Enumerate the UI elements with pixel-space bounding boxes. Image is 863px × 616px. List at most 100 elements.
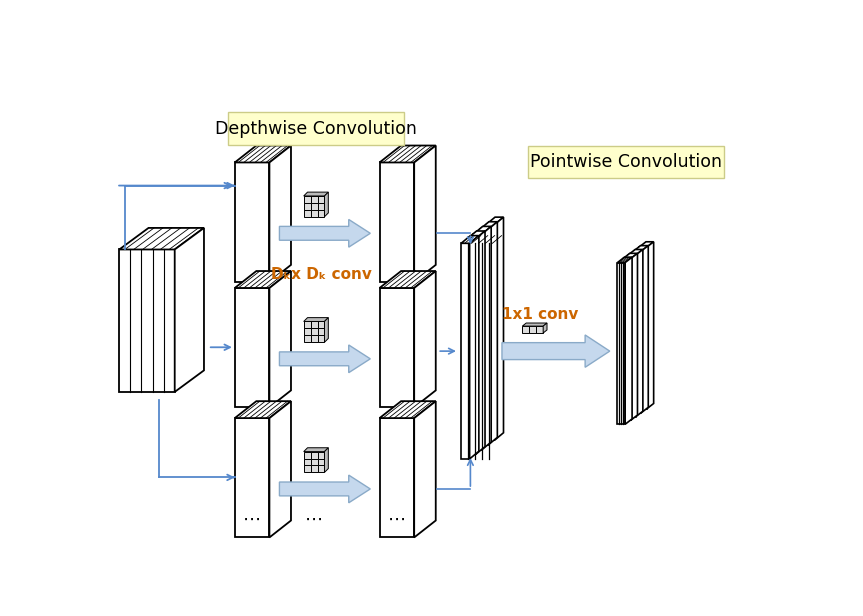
Polygon shape bbox=[639, 241, 653, 247]
Polygon shape bbox=[269, 401, 291, 537]
Polygon shape bbox=[324, 318, 328, 342]
Polygon shape bbox=[304, 328, 311, 335]
Polygon shape bbox=[318, 203, 324, 210]
Polygon shape bbox=[119, 249, 174, 392]
Polygon shape bbox=[235, 401, 291, 418]
Polygon shape bbox=[467, 231, 485, 238]
Polygon shape bbox=[235, 288, 269, 407]
Text: Depthwise Convolution: Depthwise Convolution bbox=[215, 120, 417, 137]
Polygon shape bbox=[311, 466, 318, 472]
Polygon shape bbox=[522, 326, 529, 333]
Polygon shape bbox=[486, 217, 503, 225]
Polygon shape bbox=[482, 226, 491, 450]
Polygon shape bbox=[235, 145, 291, 163]
Polygon shape bbox=[304, 196, 311, 203]
Polygon shape bbox=[633, 246, 648, 251]
Polygon shape bbox=[414, 401, 436, 537]
Polygon shape bbox=[311, 328, 318, 335]
Polygon shape bbox=[311, 452, 318, 458]
Polygon shape bbox=[536, 326, 543, 333]
Polygon shape bbox=[631, 253, 638, 420]
Polygon shape bbox=[474, 234, 482, 450]
Polygon shape bbox=[318, 458, 324, 466]
Text: ⋯: ⋯ bbox=[387, 511, 406, 529]
Polygon shape bbox=[543, 323, 547, 333]
Polygon shape bbox=[311, 322, 318, 328]
Polygon shape bbox=[311, 196, 318, 203]
Polygon shape bbox=[304, 210, 311, 217]
Polygon shape bbox=[380, 288, 414, 407]
FancyBboxPatch shape bbox=[528, 145, 724, 178]
Polygon shape bbox=[304, 452, 311, 458]
Polygon shape bbox=[502, 335, 610, 367]
Polygon shape bbox=[318, 210, 324, 217]
Polygon shape bbox=[304, 335, 311, 342]
Polygon shape bbox=[646, 241, 653, 409]
Polygon shape bbox=[617, 257, 632, 262]
Polygon shape bbox=[235, 271, 291, 288]
Polygon shape bbox=[486, 225, 494, 440]
Polygon shape bbox=[380, 401, 436, 418]
Polygon shape bbox=[639, 247, 646, 409]
Polygon shape bbox=[625, 257, 632, 424]
FancyBboxPatch shape bbox=[228, 112, 404, 145]
Polygon shape bbox=[304, 466, 311, 472]
Polygon shape bbox=[380, 271, 436, 288]
Polygon shape bbox=[414, 271, 436, 407]
Polygon shape bbox=[636, 249, 643, 416]
Text: 1x1 conv: 1x1 conv bbox=[502, 307, 579, 322]
Polygon shape bbox=[476, 231, 485, 455]
Polygon shape bbox=[617, 262, 625, 424]
Polygon shape bbox=[174, 228, 204, 392]
Polygon shape bbox=[318, 196, 324, 203]
Polygon shape bbox=[414, 145, 436, 282]
Polygon shape bbox=[304, 458, 311, 466]
Polygon shape bbox=[119, 228, 204, 249]
Polygon shape bbox=[380, 163, 414, 282]
Polygon shape bbox=[494, 217, 503, 440]
Polygon shape bbox=[529, 326, 536, 333]
Polygon shape bbox=[304, 448, 328, 452]
Text: Dₖx Dₖ conv: Dₖx Dₖ conv bbox=[271, 267, 372, 282]
Text: ⋯: ⋯ bbox=[306, 511, 323, 529]
Polygon shape bbox=[311, 210, 318, 217]
Polygon shape bbox=[380, 145, 436, 163]
Polygon shape bbox=[280, 475, 370, 503]
Polygon shape bbox=[474, 226, 491, 234]
Polygon shape bbox=[641, 246, 648, 413]
Polygon shape bbox=[628, 249, 643, 255]
Polygon shape bbox=[304, 203, 311, 210]
Polygon shape bbox=[318, 328, 324, 335]
Polygon shape bbox=[280, 345, 370, 373]
Polygon shape bbox=[235, 418, 269, 537]
Polygon shape bbox=[304, 192, 328, 196]
Polygon shape bbox=[269, 145, 291, 282]
Polygon shape bbox=[469, 235, 479, 459]
Polygon shape bbox=[461, 235, 479, 243]
Polygon shape bbox=[304, 322, 311, 328]
Polygon shape bbox=[380, 418, 414, 537]
Polygon shape bbox=[324, 192, 328, 217]
Polygon shape bbox=[318, 335, 324, 342]
Polygon shape bbox=[235, 163, 269, 282]
Polygon shape bbox=[628, 255, 636, 416]
Polygon shape bbox=[480, 222, 497, 229]
Polygon shape bbox=[480, 229, 488, 445]
Polygon shape bbox=[318, 466, 324, 472]
Text: ⋯: ⋯ bbox=[243, 511, 261, 529]
Text: Pointwise Convolution: Pointwise Convolution bbox=[530, 153, 722, 171]
Polygon shape bbox=[633, 251, 641, 413]
Polygon shape bbox=[318, 322, 324, 328]
Polygon shape bbox=[304, 318, 328, 322]
Polygon shape bbox=[467, 238, 476, 455]
Polygon shape bbox=[522, 323, 547, 326]
Polygon shape bbox=[280, 219, 370, 247]
Polygon shape bbox=[461, 243, 469, 459]
Polygon shape bbox=[623, 259, 631, 420]
Polygon shape bbox=[318, 452, 324, 458]
Polygon shape bbox=[311, 335, 318, 342]
Polygon shape bbox=[488, 222, 497, 445]
Polygon shape bbox=[269, 271, 291, 407]
Polygon shape bbox=[311, 203, 318, 210]
Polygon shape bbox=[311, 458, 318, 466]
